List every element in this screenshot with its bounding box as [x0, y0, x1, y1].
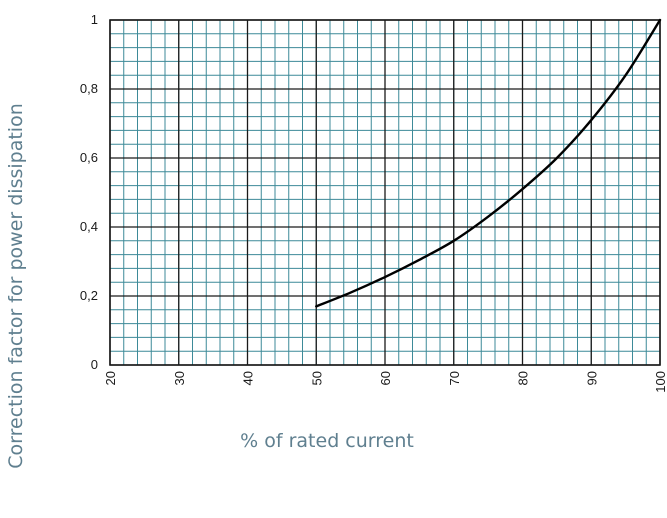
- x-tick-label: 70: [447, 371, 462, 385]
- x-axis-title: % of rated current: [240, 430, 414, 452]
- x-tick-label: 20: [103, 371, 118, 385]
- x-tick-label: 40: [241, 371, 256, 385]
- y-tick-label: 0,8: [80, 81, 98, 96]
- x-tick-label: 30: [172, 371, 187, 385]
- x-tick-label: 90: [584, 371, 599, 385]
- x-tick-label: 50: [309, 371, 324, 385]
- plot-frame: [109, 19, 661, 366]
- y-tick-label: 0,4: [80, 219, 98, 234]
- y-tick-label: 0: [91, 357, 98, 372]
- x-tick-label: 80: [516, 371, 531, 385]
- series-layer: [315, 18, 662, 308]
- y-tick-label: 0,2: [80, 288, 98, 303]
- y-tick-label: 0,6: [80, 150, 98, 165]
- y-tick-label: 1: [91, 12, 98, 27]
- x-tick-label: 60: [378, 371, 393, 385]
- x-tick-label: 100: [653, 371, 667, 393]
- x-tick-labels: 20 30 40 50 60 70 80 90 100: [103, 371, 667, 393]
- series-line: [315, 18, 662, 308]
- y-axis-title: Correction factor for power dissipation: [5, 103, 27, 468]
- major-grid: [109, 19, 661, 366]
- y-tick-labels: 0 0,2 0,4 0,6 0,8 1: [80, 12, 98, 372]
